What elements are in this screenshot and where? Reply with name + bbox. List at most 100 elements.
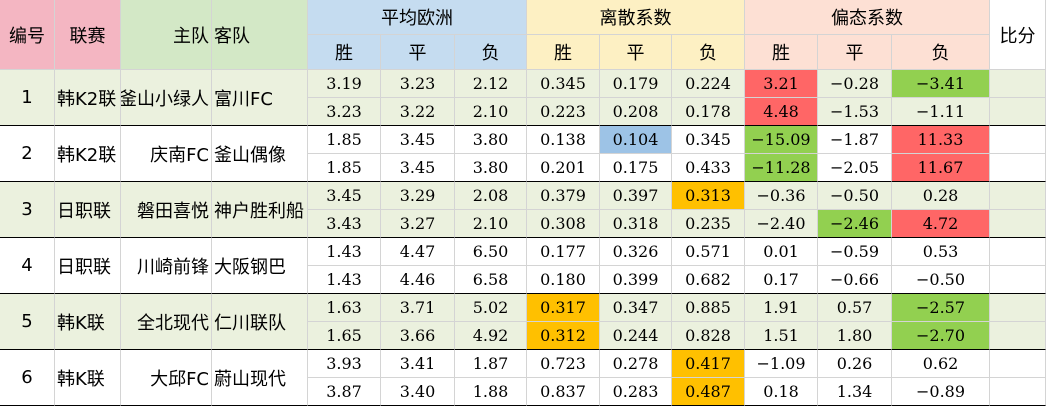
disp-lose-value: 0.571	[672, 238, 745, 266]
skew-lose-value: 0.62	[892, 350, 990, 378]
header-id: 编号	[0, 0, 55, 70]
skew-win-value: 0.01	[745, 238, 818, 266]
skew-draw-value: 1.80	[818, 322, 892, 350]
skew-lose-value: −0.89	[892, 378, 990, 406]
skew-win-value: −1.09	[745, 350, 818, 378]
skew-draw-value: −2.05	[818, 154, 892, 182]
disp-draw-value: 0.318	[600, 210, 672, 238]
disp-win-value: 0.308	[527, 210, 600, 238]
disp-win-value: 0.345	[527, 70, 600, 98]
header-skew-win: 胜	[745, 35, 818, 70]
skew-draw-value: −0.50	[818, 182, 892, 210]
skew-win-value: −15.09	[745, 126, 818, 154]
avg-win-value: 3.87	[308, 378, 381, 406]
avg-win-value: 1.63	[308, 294, 381, 322]
disp-draw-value: 0.283	[600, 378, 672, 406]
disp-lose-value: 0.313	[672, 182, 745, 210]
skew-draw-value: −2.46	[818, 210, 892, 238]
home-team: 川崎前锋	[121, 238, 212, 294]
score-value	[990, 210, 1046, 238]
skew-win-value: 0.17	[745, 266, 818, 294]
skew-draw-value: 1.34	[818, 378, 892, 406]
avg-win-value: 1.43	[308, 238, 381, 266]
header-skew-draw: 平	[818, 35, 892, 70]
disp-lose-value: 0.433	[672, 154, 745, 182]
away-team: 蔚山现代	[212, 350, 308, 406]
skew-draw-value: 0.26	[818, 350, 892, 378]
away-team: 神户胜利船	[212, 182, 308, 238]
match-id: 4	[0, 238, 55, 294]
avg-lose-value: 2.12	[455, 70, 527, 98]
skew-draw-value: 0.57	[818, 294, 892, 322]
avg-lose-value: 2.10	[455, 98, 527, 126]
avg-win-value: 1.43	[308, 266, 381, 294]
avg-win-value: 1.85	[308, 154, 381, 182]
away-team: 富川FC	[212, 70, 308, 126]
avg-lose-value: 5.02	[455, 294, 527, 322]
skew-draw-value: −0.59	[818, 238, 892, 266]
disp-draw-value: 0.244	[600, 322, 672, 350]
match-league: 日职联	[55, 238, 121, 294]
avg-draw-value: 3.27	[381, 210, 455, 238]
skew-draw-value: −0.66	[818, 266, 892, 294]
header-disp-draw: 平	[600, 35, 672, 70]
skew-draw-value: −1.53	[818, 98, 892, 126]
score-value	[990, 126, 1046, 154]
avg-draw-value: 3.66	[381, 322, 455, 350]
disp-win-value: 0.379	[527, 182, 600, 210]
header-avg-lose: 负	[455, 35, 527, 70]
disp-draw-value: 0.278	[600, 350, 672, 378]
header-skew: 偏态系数	[745, 0, 990, 35]
avg-lose-value: 6.58	[455, 266, 527, 294]
skew-lose-value: 11.67	[892, 154, 990, 182]
skew-lose-value: 4.72	[892, 210, 990, 238]
score-value	[990, 98, 1046, 126]
skew-lose-value: −2.57	[892, 294, 990, 322]
avg-draw-value: 3.23	[381, 70, 455, 98]
header-league: 联赛	[55, 0, 121, 70]
avg-lose-value: 1.87	[455, 350, 527, 378]
skew-win-value: −2.40	[745, 210, 818, 238]
match-league: 韩K2联	[55, 70, 121, 126]
skew-win-value: −0.36	[745, 182, 818, 210]
match-id: 3	[0, 182, 55, 238]
disp-win-value: 0.180	[527, 266, 600, 294]
skew-lose-value: −0.50	[892, 266, 990, 294]
disp-lose-value: 0.345	[672, 126, 745, 154]
disp-draw-value: 0.104	[600, 126, 672, 154]
skew-draw-value: −0.28	[818, 70, 892, 98]
away-team: 仁川联队	[212, 294, 308, 350]
avg-lose-value: 3.80	[455, 154, 527, 182]
avg-lose-value: 4.92	[455, 322, 527, 350]
header-score: 比分	[990, 0, 1046, 70]
avg-win-value: 3.93	[308, 350, 381, 378]
disp-win-value: 0.837	[527, 378, 600, 406]
score-value	[990, 238, 1046, 266]
disp-win-value: 0.177	[527, 238, 600, 266]
disp-win-value: 0.317	[527, 294, 600, 322]
disp-lose-value: 0.682	[672, 266, 745, 294]
match-id: 2	[0, 126, 55, 182]
header-away: 客队	[212, 0, 308, 70]
header-dispersion: 离散系数	[527, 0, 745, 35]
disp-draw-value: 0.326	[600, 238, 672, 266]
avg-lose-value: 6.50	[455, 238, 527, 266]
skew-win-value: 4.48	[745, 98, 818, 126]
disp-lose-value: 0.417	[672, 350, 745, 378]
avg-win-value: 3.45	[308, 182, 381, 210]
disp-draw-value: 0.179	[600, 70, 672, 98]
home-team: 磐田喜悦	[121, 182, 212, 238]
skew-lose-value: −2.70	[892, 322, 990, 350]
avg-draw-value: 3.22	[381, 98, 455, 126]
disp-draw-value: 0.175	[600, 154, 672, 182]
disp-draw-value: 0.399	[600, 266, 672, 294]
score-value	[990, 266, 1046, 294]
disp-draw-value: 0.347	[600, 294, 672, 322]
header-avg-win: 胜	[308, 35, 381, 70]
disp-lose-value: 0.178	[672, 98, 745, 126]
avg-draw-value: 3.41	[381, 350, 455, 378]
header-home: 主队	[121, 0, 212, 70]
disp-win-value: 0.138	[527, 126, 600, 154]
avg-win-value: 1.65	[308, 322, 381, 350]
